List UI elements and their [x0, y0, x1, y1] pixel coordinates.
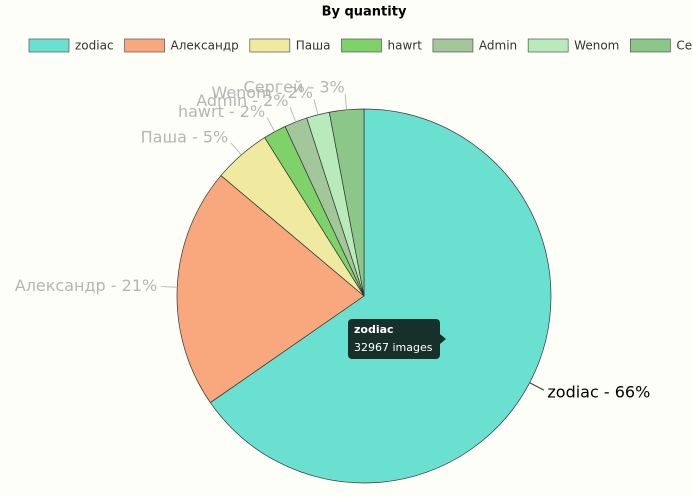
legend-swatch — [527, 38, 569, 53]
pie-slice — [176, 175, 365, 404]
legend-swatch — [630, 38, 671, 53]
legend-label: Сергей — [676, 39, 693, 53]
leader-line — [289, 106, 297, 123]
legend-swatch — [341, 38, 382, 53]
leader-line — [344, 93, 348, 110]
data-label: Сергей - 3% — [244, 77, 345, 96]
data-label: hawrt - 2% — [178, 102, 265, 121]
leader-line — [230, 142, 242, 156]
chart-title: By quantity — [322, 5, 407, 20]
leader-line — [266, 117, 276, 132]
legend-label: Паша — [296, 39, 331, 53]
legend-label: Александр — [171, 39, 239, 53]
tooltip: zodiac 32967 images — [348, 319, 446, 359]
data-label: Admin - 2% — [196, 91, 288, 110]
tooltip-title: zodiac — [354, 323, 394, 336]
data-labels: zodiac - 66% Александр - 21% Паша - 5% hawr… — [15, 77, 651, 401]
legend-swatch — [28, 38, 70, 53]
legend-swatch — [432, 38, 474, 53]
legend-label: Wenom — [574, 39, 619, 53]
leader-line — [529, 382, 545, 391]
data-label: Паша - 5% — [141, 128, 229, 147]
tooltip-text: 32967 images — [354, 341, 433, 354]
legend-label: Admin — [479, 39, 517, 53]
tooltip-arrow — [440, 334, 446, 344]
data-label: zodiac - 66% — [547, 382, 650, 401]
legend-label: zodiac — [75, 39, 114, 53]
slices — [176, 108, 552, 484]
legend-label: hawrt — [388, 39, 423, 53]
legend-swatch — [124, 38, 165, 53]
data-label: Александр - 21% — [15, 276, 157, 295]
leader-line — [161, 286, 178, 288]
tooltip-box — [348, 319, 440, 359]
leader-line — [313, 99, 319, 115]
legend-swatch — [249, 38, 291, 53]
data-label: Wenom - 2% — [211, 83, 313, 102]
legend: zodiac Александр Паша hawrt Admin Wenom Сергей — [28, 38, 693, 53]
